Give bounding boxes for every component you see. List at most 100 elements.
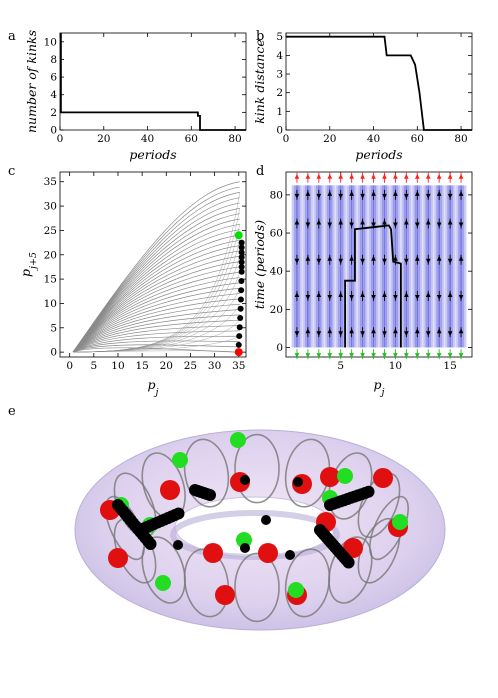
spin-arrow bbox=[338, 258, 344, 264]
spin-arrow bbox=[436, 190, 442, 196]
spin-arrow bbox=[360, 193, 365, 199]
black-marker bbox=[285, 550, 295, 560]
spin-arrow bbox=[305, 255, 311, 261]
top-arrow bbox=[360, 173, 365, 179]
spin-arrow bbox=[458, 255, 464, 261]
x-tick-label: 20 bbox=[160, 360, 173, 372]
x-tick-label: 40 bbox=[141, 133, 154, 145]
red-marker bbox=[108, 548, 128, 568]
spin-arrow bbox=[393, 255, 398, 261]
phase-curve bbox=[72, 239, 240, 353]
phase-curve bbox=[72, 287, 240, 353]
y-tick-label: 30 bbox=[44, 201, 57, 213]
top-arrow bbox=[382, 173, 387, 179]
bottom-arrow bbox=[360, 353, 365, 359]
chart-b: 0 20 40 60 80 0 1 2 3 4 5 periods kink distance bbox=[252, 31, 473, 162]
plot-frame bbox=[285, 171, 473, 358]
trajectory-point bbox=[238, 268, 245, 275]
trajectory-point bbox=[238, 259, 245, 266]
bottom-arrow bbox=[447, 353, 453, 359]
top-arrow bbox=[393, 173, 398, 179]
x-tick-label: 0 bbox=[66, 360, 73, 372]
spin-arrow bbox=[425, 219, 431, 225]
spin-arrow bbox=[294, 193, 300, 199]
x-tick-label: 10 bbox=[111, 360, 124, 372]
lattice-column bbox=[379, 185, 390, 348]
phase-curve bbox=[72, 335, 240, 353]
spin-arrow bbox=[414, 328, 420, 334]
phase-curve bbox=[72, 314, 240, 353]
spin-arrow bbox=[458, 190, 464, 196]
plot-frame bbox=[59, 171, 247, 358]
y-tick-label: 40 bbox=[270, 266, 283, 278]
lattice-column bbox=[368, 185, 379, 348]
panel-label-e: e bbox=[8, 404, 16, 419]
y-tick-label: 0 bbox=[50, 125, 57, 137]
bottom-arrow bbox=[316, 353, 322, 359]
top-arrow bbox=[327, 173, 333, 179]
y-tick-label: 4 bbox=[50, 89, 57, 101]
phase-curve bbox=[72, 250, 240, 353]
bottom-arrow bbox=[458, 353, 464, 359]
green-marker bbox=[172, 452, 188, 468]
x-tick-label: 10 bbox=[389, 360, 402, 372]
trajectory-point bbox=[238, 244, 245, 251]
spin-arrow bbox=[447, 331, 453, 337]
y-tick-label: 20 bbox=[44, 249, 57, 261]
red-marker bbox=[373, 468, 393, 488]
x-tick-label: 35 bbox=[232, 360, 245, 372]
x-axis-label: periods bbox=[355, 147, 402, 162]
bottom-arrow bbox=[294, 353, 300, 359]
spin-arrow bbox=[360, 291, 365, 297]
y-tick-label: 0 bbox=[276, 342, 283, 354]
spin-arrow bbox=[305, 294, 311, 300]
trajectory-point bbox=[237, 315, 244, 322]
lattice-column bbox=[433, 185, 445, 348]
spin-arrow bbox=[360, 258, 365, 264]
chart-c: 0 5 10 15 20 25 30 35 0 5 10 15 20 25 30 35 pj pj+5 bbox=[18, 171, 247, 398]
spin-arrow bbox=[458, 328, 464, 334]
phase-curve bbox=[72, 223, 240, 353]
spin-arrow bbox=[294, 219, 300, 225]
black-marker bbox=[342, 556, 355, 569]
torus-ring bbox=[141, 536, 186, 604]
trajectory-point bbox=[235, 341, 242, 348]
y-tick-label: 25 bbox=[44, 225, 57, 237]
phase-curve bbox=[72, 255, 240, 353]
panel-label-c: c bbox=[8, 164, 15, 179]
y-tick-label: 15 bbox=[44, 274, 57, 286]
spin-arrow bbox=[327, 255, 333, 261]
spin-arrow bbox=[316, 258, 322, 264]
spin-arrow bbox=[404, 331, 409, 337]
spin-arrow bbox=[436, 294, 442, 300]
x-tick-label: 60 bbox=[411, 133, 424, 145]
top-arrow bbox=[458, 173, 464, 179]
spin-arrow bbox=[349, 328, 354, 334]
top-arrow bbox=[414, 173, 420, 179]
spin-arrow bbox=[338, 193, 344, 199]
black-marker bbox=[144, 538, 157, 550]
bottom-arrow bbox=[414, 353, 420, 359]
spin-arrow bbox=[305, 190, 311, 196]
bottom-arrow bbox=[436, 353, 442, 359]
lattice-column bbox=[422, 185, 434, 348]
spin-arrow bbox=[349, 222, 354, 228]
spin-arrow bbox=[316, 219, 322, 225]
top-arrow bbox=[371, 173, 376, 179]
spin-arrow bbox=[327, 190, 333, 196]
x-tick-label: 20 bbox=[97, 133, 110, 145]
spin-arrow bbox=[360, 219, 365, 225]
phase-curve bbox=[72, 347, 240, 353]
spin-arrow bbox=[425, 193, 431, 199]
phase-curve bbox=[72, 277, 240, 353]
kink-distance-line bbox=[286, 35, 472, 131]
spin-arrow bbox=[425, 291, 431, 297]
black-marker bbox=[172, 507, 185, 520]
top-arrow bbox=[349, 173, 354, 179]
trajectory-point bbox=[237, 305, 244, 312]
spin-arrow bbox=[447, 258, 453, 264]
phase-curve bbox=[72, 298, 240, 353]
x-tick-label: 5 bbox=[337, 360, 344, 372]
lattice-column bbox=[335, 185, 347, 348]
